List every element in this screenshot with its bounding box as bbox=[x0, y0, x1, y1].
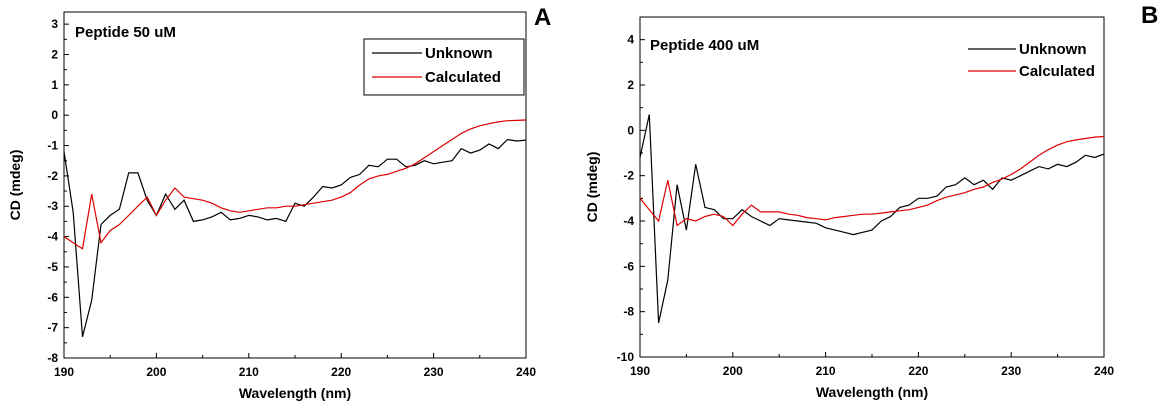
y-tick-label: -2 bbox=[47, 169, 58, 183]
y-axis-title: CD (mdeg) bbox=[7, 150, 23, 221]
y-tick-label: 2 bbox=[51, 47, 58, 61]
x-axis-title: Wavelength (nm) bbox=[816, 384, 928, 400]
panel-letter: B bbox=[1141, 2, 1158, 29]
y-tick-label: -7 bbox=[47, 321, 58, 335]
y-tick-label: 3 bbox=[51, 17, 58, 31]
y-tick-label: -8 bbox=[47, 351, 58, 365]
x-tick-label: 230 bbox=[424, 365, 444, 379]
y-tick-label: -10 bbox=[617, 350, 635, 364]
y-tick-label: -5 bbox=[47, 260, 58, 274]
legend-label-calculated: Calculated bbox=[1019, 63, 1095, 80]
y-tick-label: 0 bbox=[51, 108, 58, 122]
y-tick-label: 0 bbox=[627, 123, 634, 137]
series-line-calculated bbox=[639, 135, 1105, 227]
chart-title: Peptide 400 uM bbox=[650, 37, 759, 54]
x-tick-label: 200 bbox=[146, 365, 166, 379]
y-tick-label: 1 bbox=[51, 78, 58, 92]
y-tick-label: 4 bbox=[627, 33, 634, 47]
x-tick-label: 190 bbox=[630, 364, 650, 378]
x-tick-label: 210 bbox=[239, 365, 259, 379]
x-tick-label: 200 bbox=[723, 364, 743, 378]
y-tick-label: -2 bbox=[623, 169, 634, 183]
chart-panel-b: 190 200 210 220 230 240 -10 -8 -6 -4 -2 0 2 4 Waveleng… bbox=[584, 2, 1158, 400]
y-tick-label: -4 bbox=[623, 214, 634, 228]
legend-label-unknown: Unknown bbox=[425, 45, 493, 62]
x-tick-label: 190 bbox=[54, 365, 74, 379]
x-tick-label: 220 bbox=[331, 365, 351, 379]
legend-label-unknown: Unknown bbox=[1019, 41, 1087, 58]
y-tick-label: -6 bbox=[47, 290, 58, 304]
x-tick-label: 230 bbox=[1001, 364, 1021, 378]
y-tick-label: -1 bbox=[47, 139, 58, 153]
legend-box bbox=[363, 38, 525, 96]
y-tick-label: -8 bbox=[623, 305, 634, 319]
series-line-calculated bbox=[63, 119, 527, 250]
series-line-unknown bbox=[63, 138, 527, 337]
y-tick-label: -6 bbox=[623, 259, 634, 273]
x-tick-label: 240 bbox=[1094, 364, 1114, 378]
x-tick-label: 210 bbox=[816, 364, 836, 378]
panel-letter: A bbox=[534, 4, 551, 31]
chart-panel-a: 190 200 210 220 230 240 -8 -7 -6 -5 -4 -3 -2 -1 0 1 2 3 Wa… bbox=[7, 4, 551, 401]
legend-label-calculated: Calculated bbox=[425, 69, 501, 86]
y-axis-title: CD (mdeg) bbox=[584, 152, 600, 223]
x-tick-label: 220 bbox=[908, 364, 928, 378]
chart-title: Peptide 50 uM bbox=[75, 24, 176, 41]
y-tick-label: -3 bbox=[47, 199, 58, 213]
x-tick-label: 240 bbox=[516, 365, 536, 379]
y-tick-label: 2 bbox=[627, 78, 634, 92]
x-axis-title: Wavelength (nm) bbox=[239, 385, 351, 401]
y-tick-label: -4 bbox=[47, 230, 58, 244]
series-line-unknown bbox=[639, 114, 1105, 324]
